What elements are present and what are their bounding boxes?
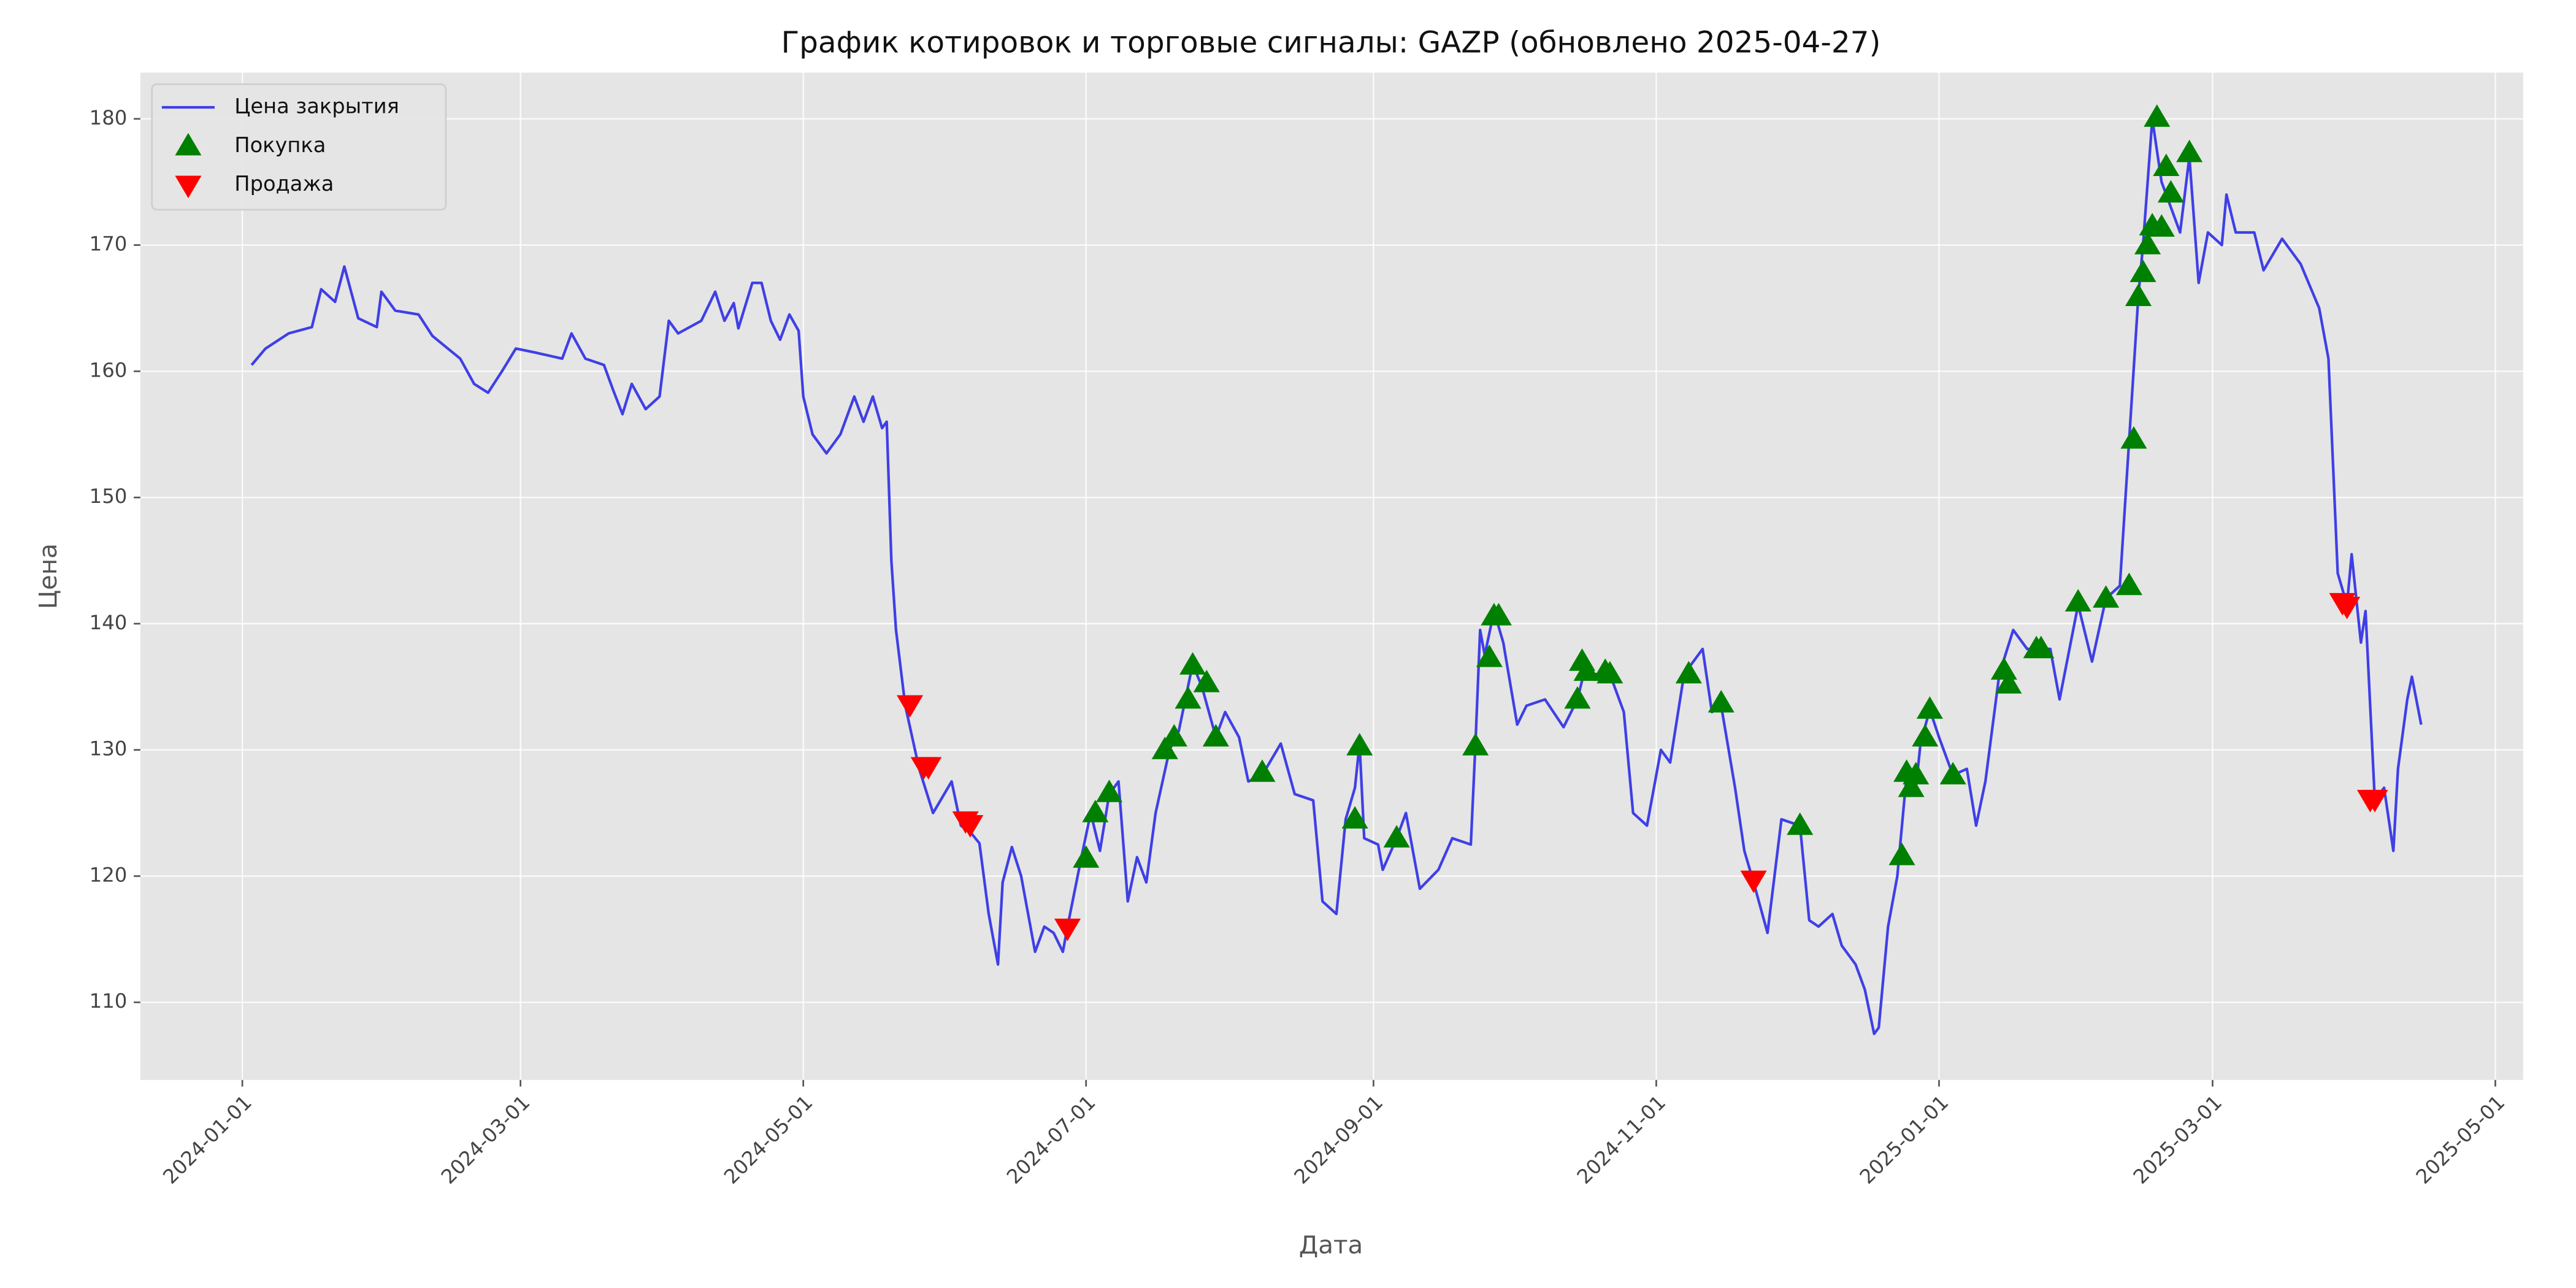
legend-label: Покупка [234,133,326,157]
buy-signal [2144,104,2171,127]
buy-signal [1995,671,2022,694]
sell-signal [1740,870,1767,894]
legend-label: Цена закрытия [234,94,399,118]
y-tick-label: 140 [90,611,128,634]
marks [250,104,2423,1035]
buy-signal [1193,670,1220,692]
buy-signal [1073,845,1100,868]
buy-signal [1476,644,1503,667]
buy-signal [1249,759,1276,782]
y-tick-label: 130 [90,737,128,761]
buy-signal [2157,180,2184,203]
legend-label: Продажа [234,172,334,196]
buy-signal [1485,602,1512,626]
buy-signal [1564,686,1591,709]
buy-signal [1151,737,1178,759]
buy-signal [1160,724,1187,747]
sell-signal [896,695,924,718]
buy-signal [1898,774,1925,797]
buy-signal [1597,661,1623,684]
buy-signal [1888,842,1915,865]
legend-swatch [175,132,202,156]
buy-signal [1179,652,1206,675]
sell-signal [957,815,984,838]
buy-signal [2125,283,2152,306]
buy-signal [1462,732,1489,756]
buy-signal [2134,232,2161,255]
y-tick-label: 160 [90,358,128,381]
y-tick-label: 170 [90,232,128,256]
legend-swatch [175,175,202,199]
buy-signal [1939,762,1966,784]
chart-title: График котировок и торговые сигналы: GAZ… [781,26,1881,60]
buy-signal [1903,762,1930,784]
buy-signal [1341,806,1368,829]
buy-signal [1916,696,1943,719]
y-axis-label: Цена [34,543,63,609]
buy-signal [2064,589,2091,611]
sell-signal [2334,596,2361,619]
buy-signal [2148,214,2175,237]
buy-signal [1202,724,1229,747]
legend: Цена закрытия Покупка Продажа [151,83,447,211]
buy-signal [2115,572,2142,596]
buy-signal [1346,732,1373,756]
sell-signal [2361,789,2388,813]
buy-signal [1573,658,1600,681]
buy-signal [2120,426,2147,449]
sell-signal [915,757,942,780]
buy-signal [1990,657,2017,680]
y-tick-label: 180 [90,106,128,129]
buy-signal [2153,153,2180,177]
buy-signal [2176,139,2203,163]
buy-signal [1787,812,1814,835]
buy-signal [1082,800,1109,822]
buy-signal [1912,724,1939,747]
y-tick-label: 110 [90,989,128,1013]
legend-box [151,83,447,211]
buy-signal [2129,259,2156,282]
x-axis-label: Дата [1299,1231,1363,1260]
plot-area [140,72,2523,1080]
buy-signal [1383,825,1410,848]
y-tick-label: 120 [90,863,128,886]
buy-signal [1708,689,1735,713]
buy-signal [1675,661,1702,684]
y-tick-label: 150 [90,485,128,508]
sell-signal [1054,918,1081,941]
grid [140,72,2523,1080]
buy-signal [1175,686,1202,709]
buy-signal [1096,780,1123,802]
buy-signal [2093,585,2120,608]
buy-signal [2028,635,2055,659]
